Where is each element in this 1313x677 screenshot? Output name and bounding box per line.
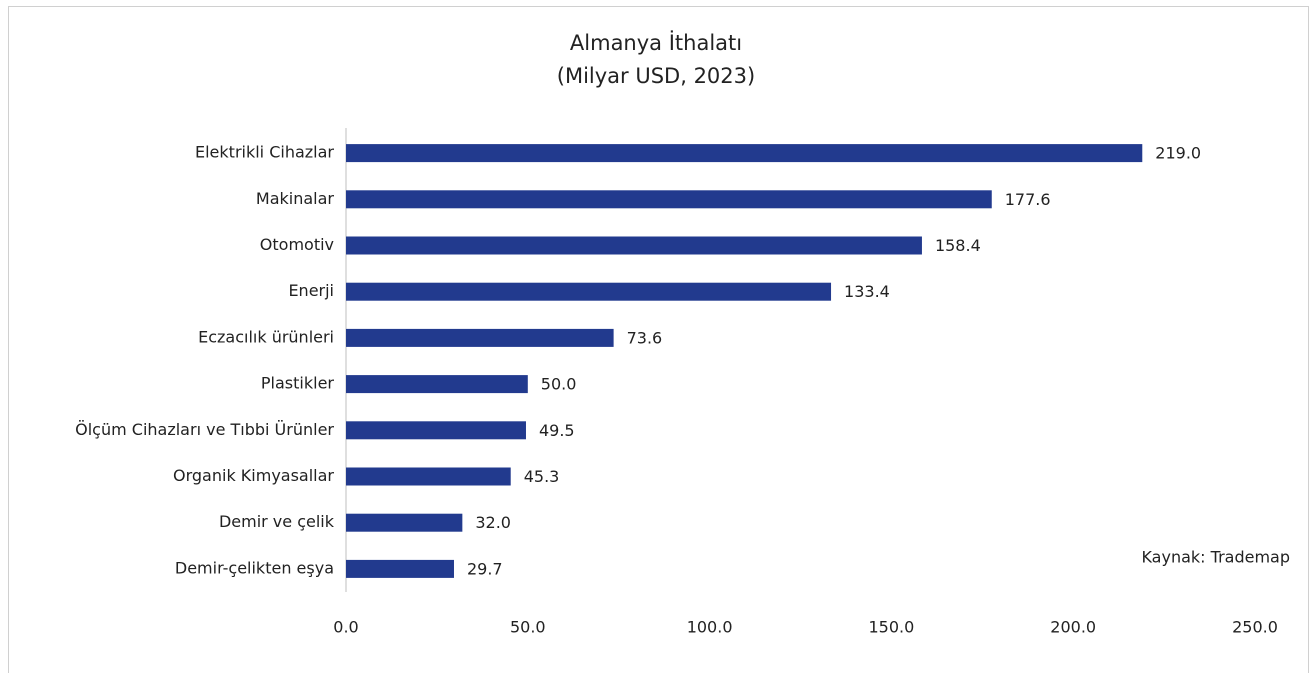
x-tick-label: 150.0 — [868, 618, 914, 637]
y-tick-label: Enerji — [288, 281, 334, 300]
bar — [346, 467, 511, 486]
y-tick-label: Demir-çelikten eşya — [175, 558, 334, 577]
data-label: 133.4 — [844, 282, 890, 301]
chart-subtitle: (Milyar USD, 2023) — [557, 64, 755, 88]
chart-title: Almanya İthalatı — [570, 30, 742, 55]
y-tick-label: Ölçüm Cihazları ve Tıbbi Ürünler — [75, 420, 334, 439]
data-label: 49.5 — [539, 421, 575, 440]
bar — [346, 144, 1143, 163]
bar — [346, 513, 463, 532]
data-label: 73.6 — [627, 328, 663, 347]
data-label: 29.7 — [467, 559, 503, 578]
data-label: 177.6 — [1005, 190, 1051, 209]
y-tick-label: Organik Kimyasallar — [173, 466, 334, 485]
x-tick-label: 200.0 — [1050, 618, 1096, 637]
x-tick-label: 0.0 — [333, 618, 358, 637]
chart-border — [8, 6, 1309, 677]
bar — [346, 236, 922, 255]
source-note: Kaynak: Trademap — [1141, 548, 1290, 567]
y-tick-label: Eczacılık ürünleri — [198, 327, 334, 346]
x-tick-label: 50.0 — [510, 618, 546, 637]
y-tick-label: Otomotiv — [260, 235, 334, 254]
x-tick-label: 250.0 — [1232, 618, 1278, 637]
bar — [346, 190, 992, 209]
y-tick-label: Makinalar — [256, 189, 335, 208]
data-label: 50.0 — [541, 375, 577, 394]
bar — [346, 421, 526, 440]
data-label: 158.4 — [935, 236, 981, 255]
data-label: 45.3 — [524, 467, 560, 486]
y-tick-label: Plastikler — [261, 374, 335, 393]
bar — [346, 559, 454, 578]
data-label: 219.0 — [1155, 144, 1201, 163]
y-tick-label: Demir ve çelik — [219, 512, 335, 531]
data-label: 32.0 — [475, 513, 511, 532]
bar — [346, 282, 832, 301]
bar — [346, 375, 528, 394]
x-tick-label: 100.0 — [687, 618, 733, 637]
y-tick-label: Elektrikli Cihazlar — [195, 143, 334, 162]
bar — [346, 328, 614, 347]
